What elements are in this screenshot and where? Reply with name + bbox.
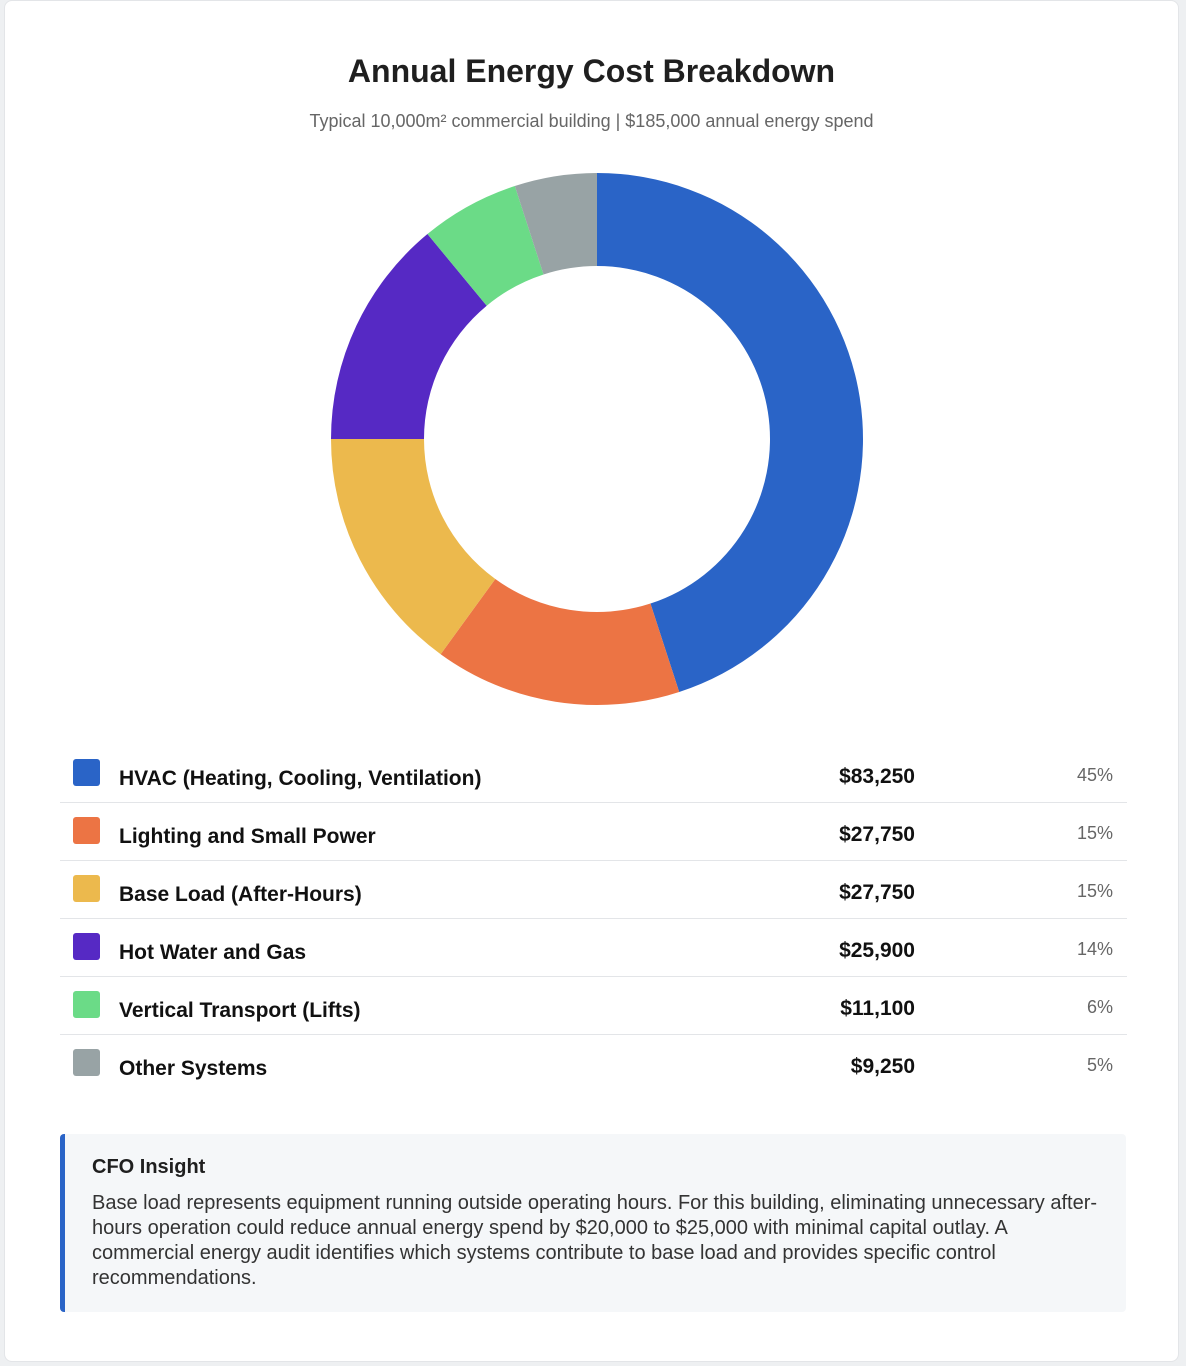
insight-body: Base load represents equipment running o… [92,1192,1098,1289]
legend-percent: 6% [1086,997,1113,1017]
chart-legend: HVAC (Heating, Cooling, Ventilation) $83… [60,745,1127,1093]
donut-slice-lighting [440,578,680,705]
legend-swatch-base-load [73,875,100,902]
chart-card: Annual Energy Cost Breakdown Typical 10,… [4,0,1179,1362]
legend-row-other: Other Systems $9,250 5% [60,1035,1127,1093]
legend-swatch-hot-water [73,933,100,960]
donut-slice-base-load [331,439,496,655]
legend-percent: 15% [1076,823,1113,843]
legend-percent: 15% [1076,881,1113,901]
legend-label: Lighting and Small Power [119,825,376,848]
legend-label: HVAC (Heating, Cooling, Ventilation) [119,767,482,790]
legend-swatch-other [73,1049,100,1076]
legend-amount: $9,250 [850,1055,915,1078]
legend-percent: 5% [1086,1055,1113,1075]
legend-label: Base Load (After-Hours) [119,883,362,906]
legend-percent: 14% [1076,939,1113,959]
legend-label: Other Systems [119,1057,268,1080]
legend-swatch-lighting [73,817,100,844]
legend-amount: $27,750 [839,823,915,846]
donut-slice-other [514,173,597,275]
legend-amount: $25,900 [839,939,915,962]
insight-title: CFO Insight [92,1156,206,1178]
donut-slice-hot-water [331,234,487,439]
legend-amount: $83,250 [839,765,915,788]
cfo-insight-callout: CFO Insight Base load represents equipme… [60,1134,1126,1312]
donut-chart [331,173,863,705]
legend-label: Vertical Transport (Lifts) [119,999,361,1022]
legend-row-lighting: Lighting and Small Power $27,750 15% [60,803,1127,861]
donut-slice-lifts [427,186,544,306]
legend-row-lifts: Vertical Transport (Lifts) $11,100 6% [60,977,1127,1035]
legend-row-hvac: HVAC (Heating, Cooling, Ventilation) $83… [60,745,1127,803]
legend-swatch-lifts [73,991,100,1018]
legend-amount: $11,100 [840,997,915,1020]
legend-row-base-load: Base Load (After-Hours) $27,750 15% [60,861,1127,919]
legend-row-hot-water: Hot Water and Gas $25,900 14% [60,919,1127,977]
legend-label: Hot Water and Gas [119,941,307,964]
chart-subtitle: Typical 10,000m² commercial building | $… [309,111,874,131]
chart-title: Annual Energy Cost Breakdown [347,53,836,89]
legend-swatch-hvac [73,759,100,786]
legend-percent: 45% [1076,765,1113,785]
legend-amount: $27,750 [839,881,915,904]
donut-slice-hvac [597,173,863,692]
